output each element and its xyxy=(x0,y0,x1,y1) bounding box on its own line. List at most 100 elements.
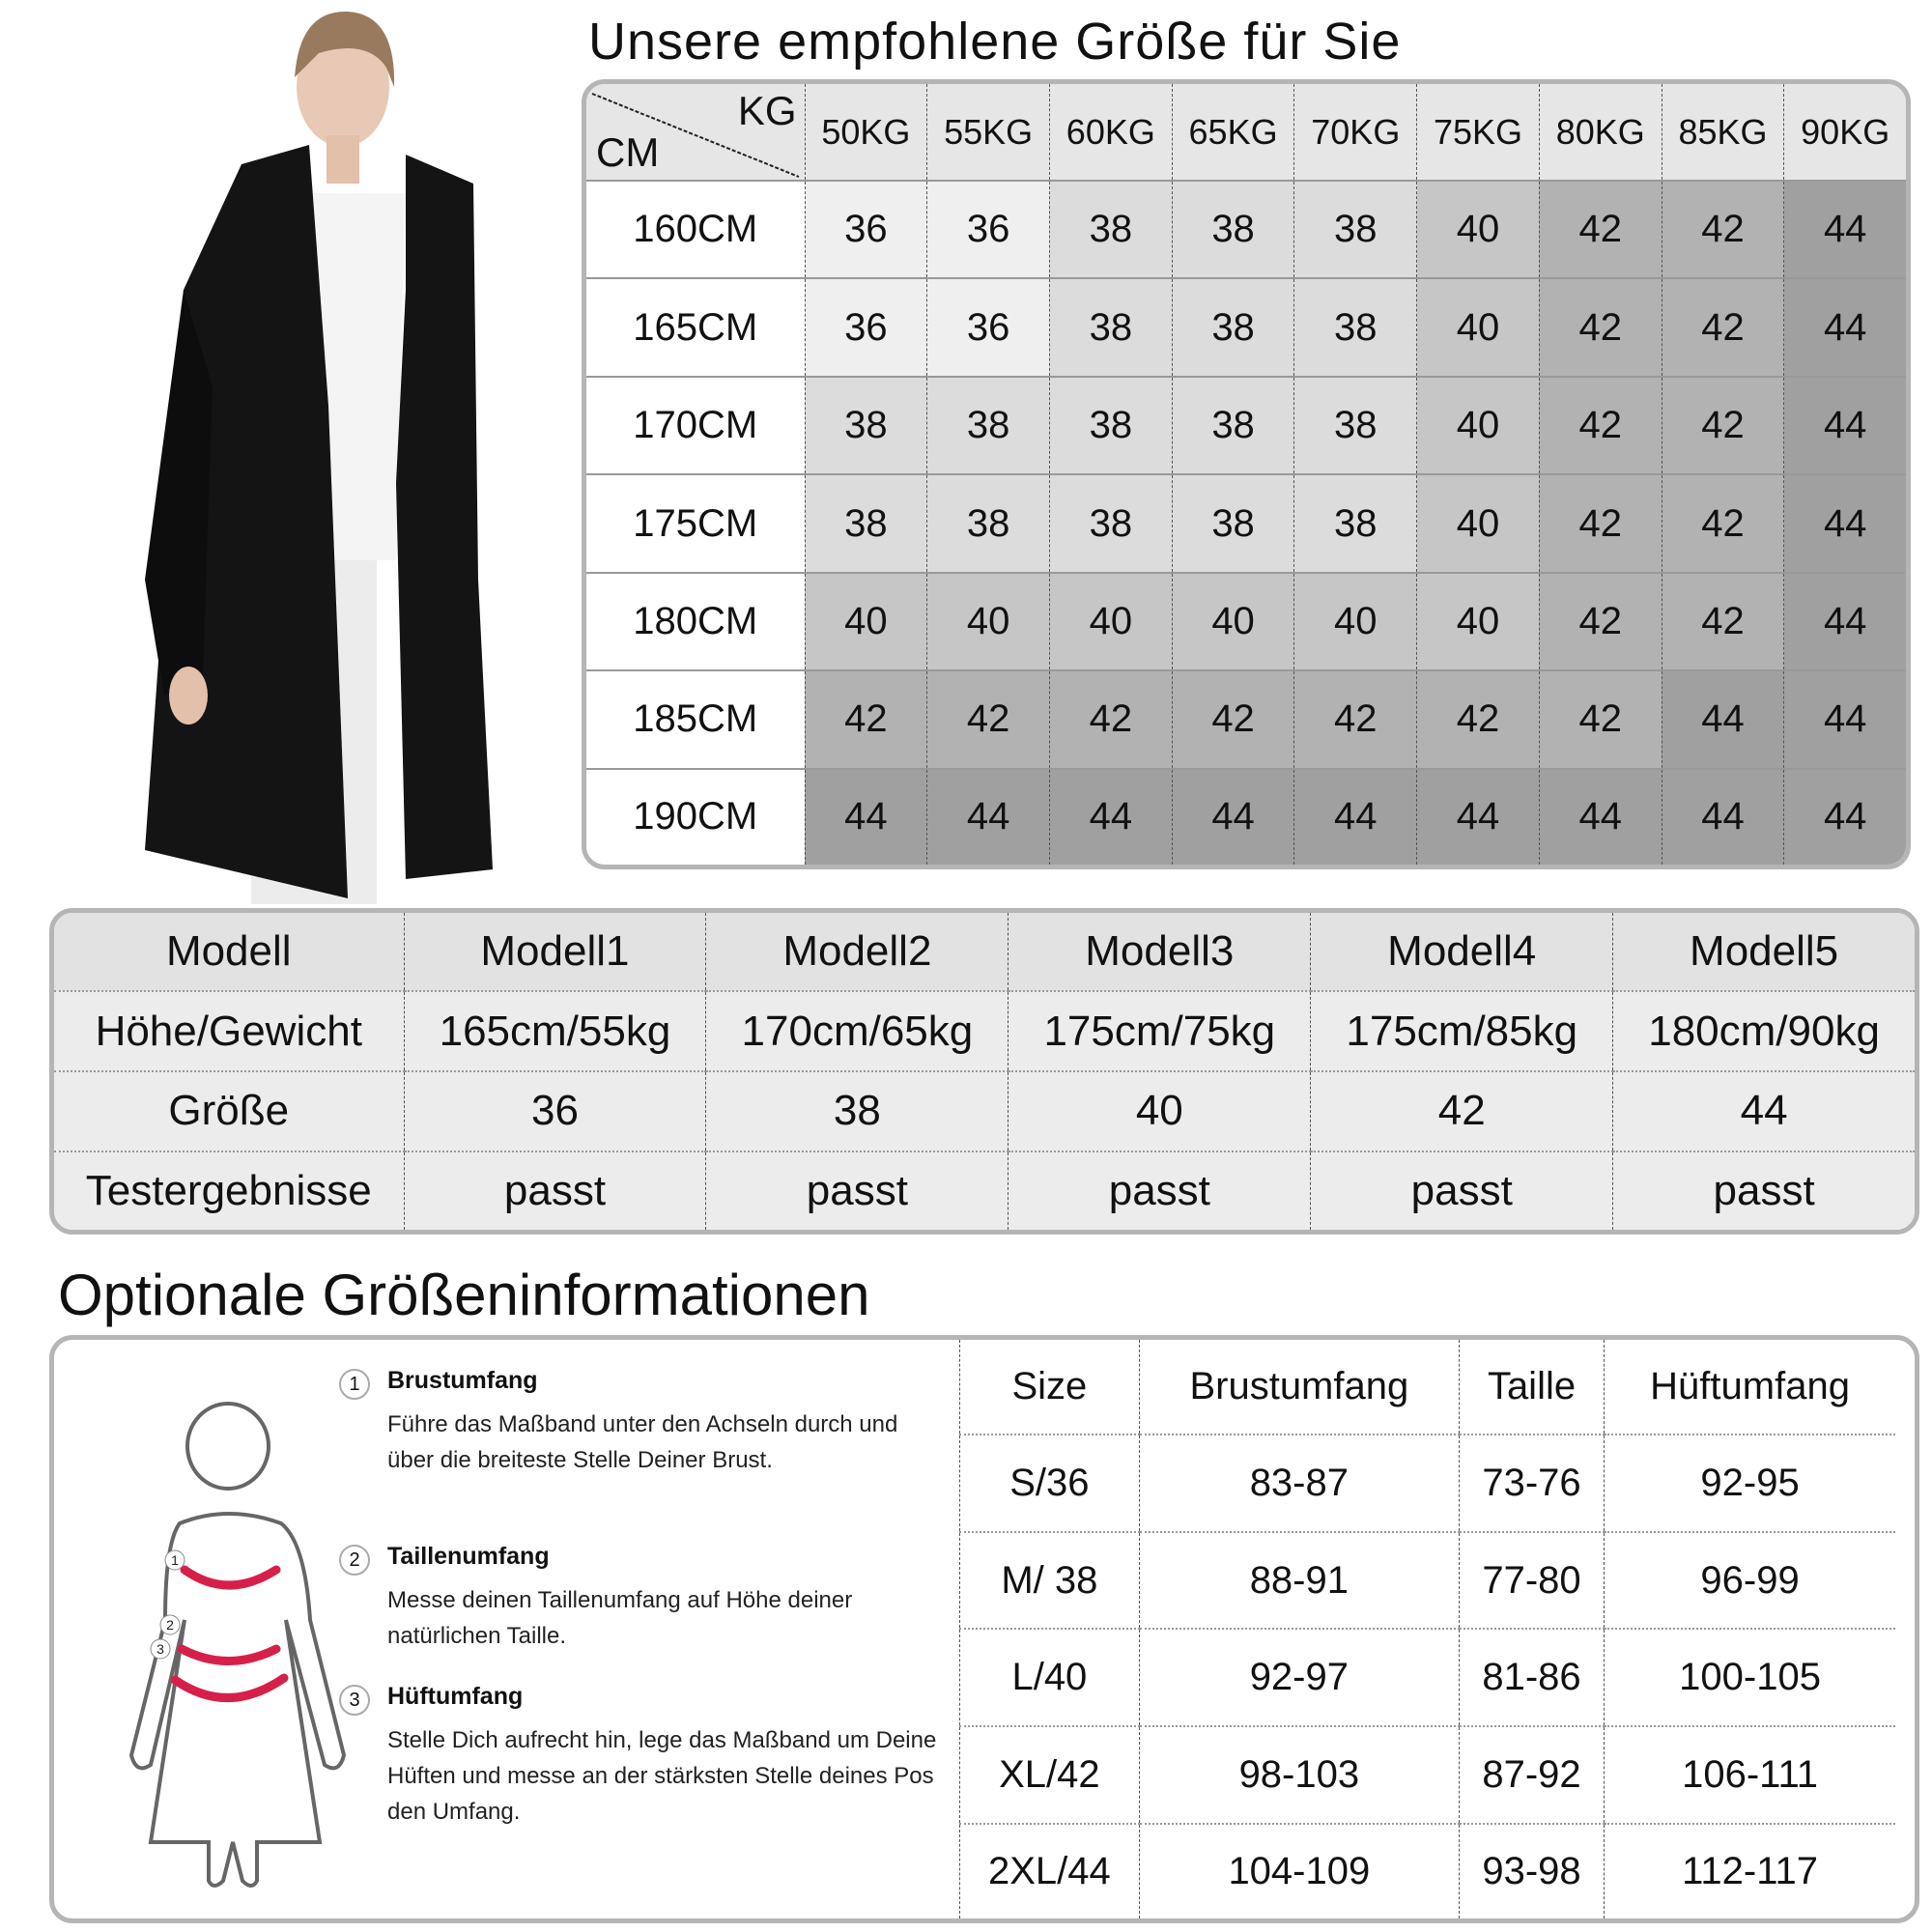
step-heading: Taillenumfang xyxy=(387,1543,550,1570)
size-cell: 42 xyxy=(1416,669,1540,769)
weight-header: 60KG xyxy=(1048,84,1173,181)
step-number-badge: 2 xyxy=(339,1545,370,1576)
size-table-row: 190CM 44 44 44 44 44 44 44 44 44 xyxy=(586,767,1906,865)
size-cell: 42 xyxy=(1538,669,1662,769)
size-cell: 38 xyxy=(1048,179,1173,279)
size-cell: 36 xyxy=(804,277,927,377)
size-table-header-row: KG CM 50KG 55KG 60KG 65KG 70KG 75KG 80KG 85KG 90KG xyxy=(586,84,1906,181)
measurement-cell: 73-76 xyxy=(1458,1434,1605,1532)
size-recommendation-table: KG CM 50KG 55KG 60KG 65KG 70KG 75KG 80KG 85KG 90KG… xyxy=(582,79,1911,869)
model-cell: Modell4 xyxy=(1310,913,1613,992)
size-cell: 40 xyxy=(1048,571,1173,671)
body-measurement-figure: 1 2 3 xyxy=(128,1402,347,1888)
measurement-step: 3 Hüftumfang Stelle Dich aufrecht hin, leg… xyxy=(339,1683,948,1830)
model-cell: Modell3 xyxy=(1008,913,1311,992)
size-cell: 38 xyxy=(804,375,927,475)
measurement-header: Taille xyxy=(1458,1340,1605,1435)
measurement-cell: 104-109 xyxy=(1138,1822,1460,1918)
corner-kg-label: KG xyxy=(737,88,797,133)
size-cell: 44 xyxy=(1661,767,1784,865)
model-cell: 36 xyxy=(403,1069,706,1151)
measurement-cell: 77-80 xyxy=(1458,1530,1605,1630)
size-cell: 38 xyxy=(1048,375,1173,475)
measurement-info-box: 1 2 3 1 Brustumfang Führe das Maßband unte… xyxy=(49,1335,1919,1923)
measurement-table: Size Brustumfang Taille Hüftumfang S/36 83-87… xyxy=(959,1340,1895,1918)
height-label: 180CM xyxy=(586,571,805,671)
measurement-cell: 92-97 xyxy=(1138,1628,1460,1726)
size-cell: 42 xyxy=(1538,375,1662,475)
size-cell: 42 xyxy=(1661,277,1784,377)
size-cell: 44 xyxy=(1416,767,1540,865)
measurement-header: Brustumfang xyxy=(1138,1340,1460,1435)
weight-header: 90KG xyxy=(1783,84,1906,181)
height-label: 170CM xyxy=(586,375,805,475)
height-label: 185CM xyxy=(586,669,805,769)
model-cell: Modell1 xyxy=(403,913,706,992)
size-cell: 38 xyxy=(1293,473,1417,573)
weight-header: 80KG xyxy=(1538,84,1662,181)
measurement-cell: 87-92 xyxy=(1458,1725,1605,1824)
weight-header: 50KG xyxy=(804,84,927,181)
size-cell: 44 xyxy=(1783,277,1906,377)
size-table-row: 180CM 40 40 40 40 40 40 42 42 44 xyxy=(586,571,1906,671)
size-cell: 40 xyxy=(1416,277,1540,377)
model-table-row: Modell Modell1 Modell2 Modell3 Modell4 Modell… xyxy=(54,913,1915,992)
step-heading: Hüftumfang xyxy=(387,1683,524,1710)
size-cell: 38 xyxy=(1293,375,1417,475)
measurement-cell: 88-91 xyxy=(1138,1530,1460,1630)
corner-cell: KG CM xyxy=(586,84,805,181)
size-cell: 42 xyxy=(1538,473,1662,573)
model-cell: 38 xyxy=(705,1069,1009,1151)
size-cell: 44 xyxy=(1661,669,1784,769)
model-cell: 180cm/90kg xyxy=(1612,990,1915,1071)
size-cell: 42 xyxy=(1661,179,1784,279)
size-cell: 40 xyxy=(1293,571,1417,671)
size-cell: 42 xyxy=(1171,669,1294,769)
step-number-badge: 1 xyxy=(339,1369,370,1400)
size-cell: 42 xyxy=(1293,669,1417,769)
size-table-row: 175CM 38 38 38 38 38 40 42 42 44 xyxy=(586,473,1906,573)
size-cell: 44 xyxy=(926,767,1050,865)
measurement-step: 2 Taillenumfang Messe deinen Taillenumfang… xyxy=(339,1543,948,1654)
size-cell: 42 xyxy=(1538,277,1662,377)
size-cell: 42 xyxy=(1048,669,1173,769)
height-label: 160CM xyxy=(586,179,805,279)
size-cell: 36 xyxy=(926,179,1050,279)
model-cell: passt xyxy=(705,1150,1009,1230)
step-description: Stelle Dich aufrecht hin, lege das Maßba… xyxy=(387,1727,937,1825)
measurement-header-row: Size Brustumfang Taille Hüftumfang xyxy=(959,1340,1895,1435)
height-label: 165CM xyxy=(586,277,805,377)
size-cell: 38 xyxy=(1171,179,1294,279)
svg-text:1: 1 xyxy=(171,1552,179,1568)
size-cell: 40 xyxy=(1416,179,1540,279)
size-table-row: 185CM 42 42 42 42 42 42 42 44 44 xyxy=(586,669,1906,769)
model-cell: 44 xyxy=(1612,1069,1915,1151)
model-row-label: Testergebnisse xyxy=(54,1150,404,1230)
size-cell: 44 xyxy=(1783,669,1906,769)
size-cell: 44 xyxy=(804,767,927,865)
recommended-size-title: Unsere empfohlene Größe für Sie xyxy=(588,13,1402,71)
model-cell: passt xyxy=(1310,1150,1613,1230)
size-cell: 38 xyxy=(1048,473,1173,573)
model-photo xyxy=(145,11,493,904)
step-description: Messe deinen Taillenumfang auf Höhe dein… xyxy=(387,1587,853,1649)
model-cell: Modell5 xyxy=(1612,913,1915,992)
size-cell: 38 xyxy=(926,473,1050,573)
weight-header: 85KG xyxy=(1661,84,1784,181)
measurement-cell: 93-98 xyxy=(1458,1822,1605,1918)
size-cell: 44 xyxy=(1048,767,1173,865)
size-cell: 42 xyxy=(1538,179,1662,279)
step-heading: Brustumfang xyxy=(387,1367,538,1394)
step-description: Führe das Maßband unter den Achseln durc… xyxy=(387,1411,898,1473)
svg-text:3: 3 xyxy=(156,1641,164,1657)
size-cell: 36 xyxy=(804,179,927,279)
measurement-header: Size xyxy=(959,1340,1140,1435)
measurement-row: M/ 38 88-91 77-80 96-99 xyxy=(959,1530,1895,1630)
size-cell: 44 xyxy=(1783,767,1906,865)
model-cell: 40 xyxy=(1008,1069,1311,1151)
size-cell: 40 xyxy=(1416,473,1540,573)
size-table-row: 160CM 36 36 38 38 38 40 42 42 44 xyxy=(586,179,1906,279)
size-cell: 44 xyxy=(1783,571,1906,671)
size-cell: 38 xyxy=(1171,375,1294,475)
model-cell: Modell2 xyxy=(705,913,1009,992)
